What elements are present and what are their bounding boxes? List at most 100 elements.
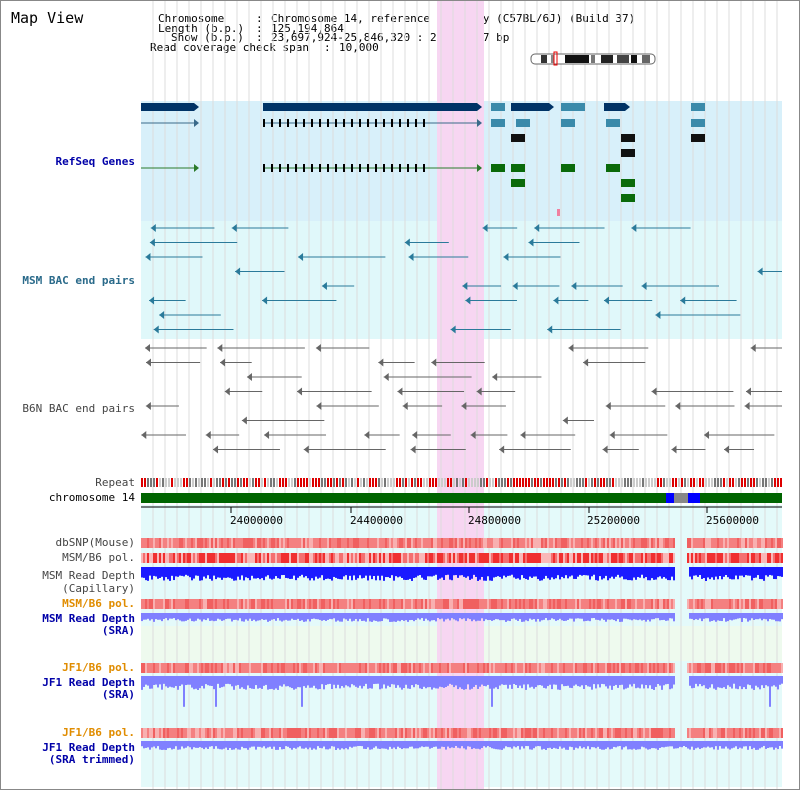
repeat-mark	[237, 478, 239, 487]
read-depth-bar	[369, 741, 371, 750]
read-depth-bar	[609, 741, 611, 750]
read-depth-bar	[601, 613, 603, 619]
track-label-refseq[interactable]: RefSeq Genes	[55, 155, 135, 168]
read-depth-bar	[585, 676, 587, 686]
polymorphism-cell	[169, 728, 171, 738]
polymorphism-cell	[319, 663, 321, 673]
read-depth-bar	[489, 741, 491, 748]
track-label-b6n-bac[interactable]: B6N BAC end pairs	[22, 402, 135, 415]
track-label-jf1-depth-trimmed[interactable]: JF1 Read Depth	[42, 741, 135, 754]
repeat-mark	[405, 478, 407, 487]
polymorphism-cell	[413, 538, 415, 548]
polymorphism-cell	[457, 663, 459, 673]
read-depth-bar	[227, 567, 229, 578]
read-depth-bar	[655, 676, 657, 687]
polymorphism-cell	[253, 538, 255, 548]
read-depth-bar	[769, 676, 771, 707]
repeat-mark	[225, 478, 227, 487]
track-label-repeat[interactable]: Repeat	[95, 476, 135, 489]
read-depth-bar	[309, 741, 311, 748]
polymorphism-cell	[575, 553, 577, 563]
read-depth-bar	[323, 741, 325, 747]
polymorphism-cell	[181, 728, 183, 738]
polymorphism-cell	[443, 538, 445, 548]
read-depth-bar	[275, 613, 277, 621]
polymorphism-cell	[447, 663, 449, 673]
polymorphism-cell	[767, 663, 769, 673]
track-label-msm-depth-sra[interactable]: MSM Read Depth	[42, 612, 135, 625]
polymorphism-cell	[177, 553, 179, 563]
track-label-msm-depth-capillary[interactable]: MSM Read Depth	[42, 569, 135, 582]
track-label-msm-b6-pol[interactable]: MSM/B6 pol.	[62, 551, 135, 564]
read-depth-bar	[359, 613, 361, 620]
repeat-mark	[336, 478, 338, 487]
read-depth-bar	[643, 567, 645, 579]
polymorphism-cell	[689, 538, 691, 548]
polymorphism-cell	[201, 538, 203, 548]
polymorphism-cell	[529, 599, 531, 609]
polymorphism-cell	[467, 538, 469, 548]
read-depth-bar	[193, 741, 195, 748]
polymorphism-cell	[609, 538, 611, 548]
read-depth-bar	[253, 676, 255, 689]
polymorphism-cell	[203, 663, 205, 673]
track-label-msm-b6-pol-sra[interactable]: MSM/B6 pol.	[62, 597, 135, 610]
exon	[407, 119, 409, 127]
gene-feature	[621, 179, 635, 187]
track-label-msm-bac[interactable]: MSM BAC end pairs	[22, 274, 135, 287]
read-depth-bar	[217, 567, 219, 578]
read-depth-bar	[425, 567, 427, 580]
repeat-mark	[513, 478, 515, 487]
polymorphism-cell	[573, 728, 575, 738]
polymorphism-cell	[243, 728, 245, 738]
polymorphism-cell	[251, 728, 253, 738]
repeat-mark	[252, 478, 254, 487]
polymorphism-cell	[431, 728, 433, 738]
read-depth-bar	[707, 741, 709, 747]
read-depth-bar	[275, 567, 277, 577]
polymorphism-cell	[337, 663, 339, 673]
polymorphism-cell	[477, 538, 479, 548]
polymorphism-cell	[357, 728, 359, 738]
read-depth-bar	[499, 567, 501, 577]
read-depth-bar	[487, 676, 489, 685]
polymorphism-cell	[747, 728, 749, 738]
read-depth-bar	[713, 741, 715, 750]
polymorphism-cell	[297, 663, 299, 673]
polymorphism-cell	[725, 538, 727, 548]
polymorphism-cell	[713, 599, 715, 609]
track-label-jf1-depth[interactable]: JF1 Read Depth	[42, 676, 135, 689]
polymorphism-cell	[481, 599, 483, 609]
repeat-mark	[528, 478, 530, 487]
polymorphism-cell	[269, 553, 271, 563]
read-depth-bar	[149, 567, 151, 576]
page-title: Map View	[11, 9, 84, 27]
read-depth-bar	[161, 613, 163, 622]
read-depth-bar	[411, 613, 413, 620]
polymorphism-cell	[209, 553, 211, 563]
track-label-jf1-pol[interactable]: JF1/B6 pol.	[62, 661, 135, 674]
polymorphism-cell	[191, 538, 193, 548]
polymorphism-cell	[665, 728, 667, 738]
polymorphism-cell	[197, 538, 199, 548]
polymorphism-cell	[699, 663, 701, 673]
read-depth-bar	[745, 676, 747, 690]
read-depth-bar	[651, 741, 653, 749]
read-depth-bar	[735, 741, 737, 747]
polymorphism-cell	[525, 663, 527, 673]
polymorphism-cell	[631, 538, 633, 548]
track-label-dbsnp[interactable]: dbSNP(Mouse)	[55, 536, 135, 549]
track-label-jf1-pol-trimmed[interactable]: JF1/B6 pol.	[62, 726, 135, 739]
repeat-mark	[414, 478, 416, 487]
polymorphism-cell	[537, 553, 539, 563]
track-label-chromosome[interactable]: chromosome 14	[48, 491, 135, 504]
read-depth-bar	[475, 613, 477, 622]
polymorphism-cell	[517, 728, 519, 738]
read-depth-bar	[183, 613, 185, 622]
read-depth-bar	[529, 741, 531, 750]
read-depth-bar	[709, 613, 711, 622]
polymorphism-cell	[271, 663, 273, 673]
polymorphism-cell	[395, 538, 397, 548]
read-depth-bar	[453, 567, 455, 576]
